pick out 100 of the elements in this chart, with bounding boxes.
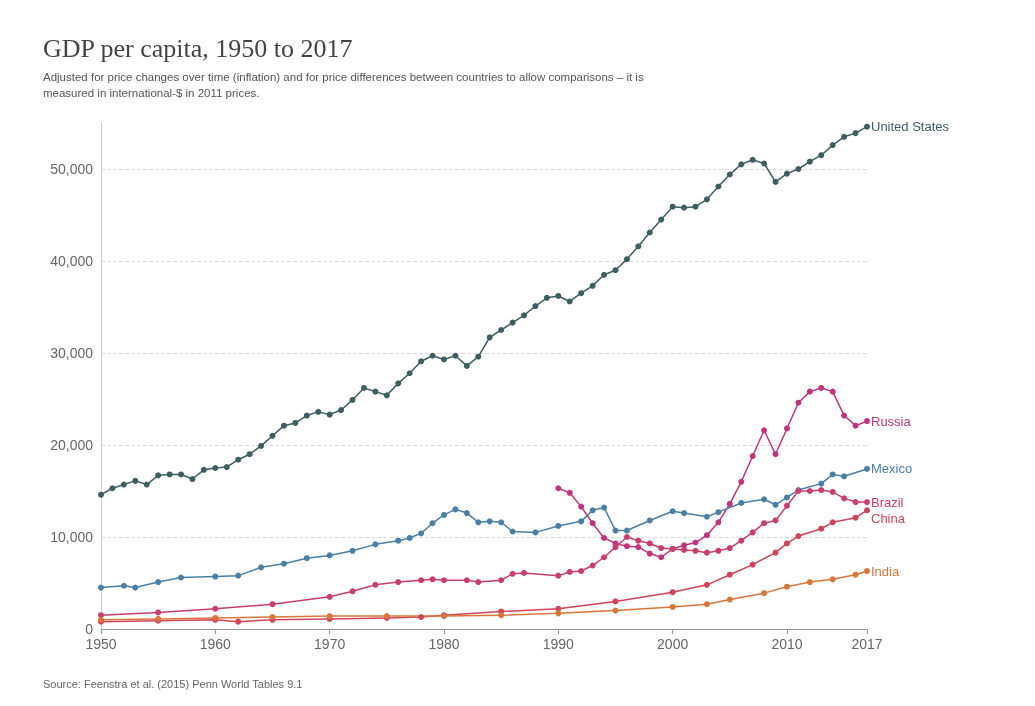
point	[681, 510, 688, 517]
point	[349, 547, 356, 554]
point	[864, 465, 870, 472]
point	[841, 473, 848, 480]
point	[555, 610, 562, 617]
point	[738, 537, 745, 544]
point	[589, 562, 596, 569]
point	[475, 579, 482, 586]
series-label: Mexico	[871, 461, 913, 477]
point	[726, 500, 733, 507]
point	[601, 504, 608, 511]
series-label: United States	[871, 119, 950, 135]
y-tick-label: 10,000	[50, 529, 94, 545]
point	[829, 471, 836, 478]
point	[372, 541, 379, 548]
point	[738, 499, 745, 506]
point	[738, 478, 745, 485]
point	[772, 501, 779, 508]
point	[406, 534, 413, 541]
series-label: China	[871, 510, 906, 526]
x-tick-label: 2017	[851, 636, 883, 652]
point	[566, 568, 573, 575]
point	[612, 544, 619, 551]
point	[235, 572, 242, 579]
series-label: India	[871, 563, 900, 579]
point	[120, 582, 127, 589]
point	[555, 572, 562, 579]
x-tick-label: 1950	[85, 636, 117, 652]
point	[795, 399, 802, 406]
point	[555, 522, 562, 529]
point	[635, 544, 642, 551]
point	[795, 533, 802, 540]
point	[749, 561, 756, 568]
point	[669, 589, 676, 596]
point	[303, 555, 310, 562]
point	[818, 487, 825, 494]
point	[772, 517, 779, 524]
point	[658, 554, 665, 561]
point	[212, 605, 219, 612]
point	[783, 540, 790, 547]
point	[864, 418, 870, 425]
point	[349, 588, 356, 595]
point	[692, 539, 699, 546]
point	[703, 581, 710, 588]
point	[155, 579, 162, 586]
point	[578, 568, 585, 575]
point	[98, 584, 104, 591]
point	[703, 513, 710, 520]
point	[326, 593, 333, 600]
point	[829, 488, 836, 495]
point	[806, 488, 813, 494]
point	[623, 527, 630, 534]
point	[864, 499, 870, 506]
point	[612, 527, 619, 534]
point	[761, 590, 768, 597]
point	[601, 554, 608, 561]
point	[829, 388, 836, 395]
point	[601, 534, 608, 541]
point	[429, 576, 436, 583]
point	[498, 519, 505, 526]
point	[578, 503, 585, 510]
point	[578, 518, 585, 525]
point	[841, 495, 848, 502]
point	[703, 549, 710, 556]
point	[463, 577, 470, 584]
point	[726, 571, 733, 578]
point	[509, 528, 516, 535]
point	[440, 511, 447, 518]
x-tick-label: 1990	[542, 636, 575, 652]
y-tick-label: 0	[85, 621, 94, 637]
y-tick-label: 50,000	[50, 161, 94, 177]
point	[864, 507, 870, 514]
point	[726, 596, 733, 603]
point	[280, 560, 287, 567]
point	[852, 514, 859, 521]
point	[726, 545, 733, 552]
point	[212, 573, 219, 580]
point	[635, 537, 642, 544]
point	[703, 601, 710, 608]
point	[783, 494, 790, 501]
point	[715, 547, 722, 554]
series-label: Brazil	[871, 494, 904, 510]
point	[326, 552, 333, 559]
x-tick-label: 1960	[199, 636, 232, 652]
point	[532, 529, 539, 536]
x-tick-label: 1970	[314, 636, 346, 652]
point	[818, 384, 825, 391]
point	[521, 569, 528, 576]
source-note: Source: Feenstra et al. (2015) Penn World Tables 9.1	[43, 677, 303, 690]
point	[818, 480, 825, 487]
point	[749, 453, 756, 460]
point	[509, 570, 516, 577]
point	[829, 576, 836, 583]
point	[612, 598, 619, 605]
point	[783, 502, 790, 509]
point	[864, 568, 870, 575]
point	[475, 519, 482, 526]
point	[829, 519, 836, 526]
point	[269, 601, 276, 608]
point	[395, 579, 402, 586]
